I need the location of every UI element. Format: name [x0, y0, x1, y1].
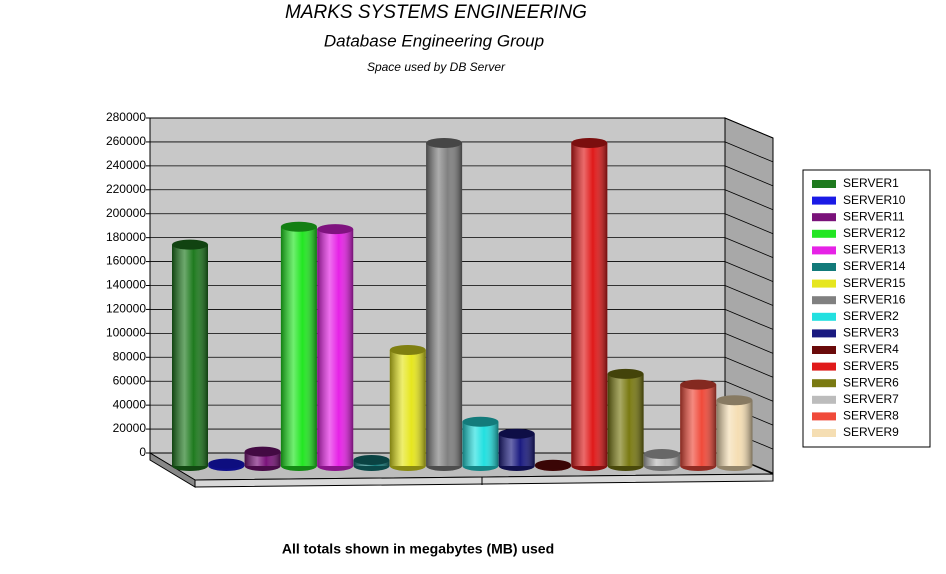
bar-shade [317, 229, 354, 466]
bar-shade [389, 349, 426, 466]
legend-swatch [812, 329, 836, 338]
chart-title: MARKS SYSTEMS ENGINEERING [285, 2, 587, 23]
bar-top [498, 428, 535, 439]
bar-shade [680, 384, 717, 466]
bar-top [208, 458, 245, 469]
legend-label: SERVER9 [843, 425, 899, 439]
legend-swatch [812, 180, 836, 188]
side-grid-line [724, 189, 774, 211]
legend-label: SERVER12 [843, 226, 906, 240]
legend-swatch [812, 412, 836, 421]
legend-swatch [812, 379, 836, 388]
bar-shade [571, 142, 608, 466]
bar-shade [172, 244, 208, 466]
y-tick-label: 40000 [113, 397, 147, 411]
legend-swatch [812, 246, 836, 255]
y-tick-label: 80000 [113, 349, 147, 363]
legend-swatch [812, 263, 836, 271]
y-tick-label: 260000 [106, 134, 146, 148]
bar-shade [607, 373, 644, 466]
y-tick-label: 0 [139, 445, 146, 459]
side-grid-line [724, 237, 774, 259]
bar-top [607, 368, 644, 379]
y-tick-label: 20000 [113, 421, 147, 435]
y-tick-label: 120000 [106, 302, 146, 316]
y-tick-label: 200000 [106, 206, 146, 220]
legend-label: SERVER4 [843, 342, 899, 356]
side-grid-line [724, 309, 774, 330]
legend-label: SERVER6 [843, 375, 899, 389]
legend-label: SERVER8 [843, 409, 899, 423]
bar-top [172, 239, 208, 250]
y-tick-label: 100000 [106, 326, 146, 340]
bar-top [462, 416, 499, 427]
legend-swatch [812, 279, 836, 288]
y-tick-label: 220000 [106, 182, 146, 196]
legend-label: SERVER2 [843, 309, 899, 323]
legend-label: SERVER15 [843, 276, 906, 290]
legend-label: SERVER13 [843, 243, 906, 257]
chart-footer: All totals shown in megabytes (MB) used [282, 541, 554, 557]
legend-swatch [812, 196, 836, 205]
side-grid-line [724, 261, 774, 282]
legend-swatch [812, 429, 836, 437]
legend-swatch [812, 229, 836, 238]
bar-top [426, 137, 463, 148]
bar-top [353, 455, 390, 466]
y-tick-label: 160000 [106, 254, 146, 268]
bar-top [389, 344, 426, 355]
y-tick-label: 240000 [106, 158, 146, 172]
bar-shade [498, 433, 535, 466]
bar-shade [716, 400, 753, 466]
legend-label: SERVER5 [843, 359, 899, 373]
side-grid-line [724, 356, 774, 378]
side-grid-line [724, 141, 774, 163]
y-tick-label: 140000 [106, 278, 146, 292]
legend-swatch [812, 395, 836, 404]
side-grid-line [724, 117, 774, 139]
bar-shade [280, 226, 317, 466]
bar-top [571, 137, 608, 148]
legend-label: SERVER14 [843, 259, 906, 273]
legend-label: SERVER1 [843, 176, 899, 190]
legend-label: SERVER10 [843, 193, 906, 207]
bar-top [680, 379, 717, 390]
side-grid-line [724, 332, 774, 354]
bar-top [643, 449, 680, 460]
chart-subtitle: Database Engineering Group [324, 31, 544, 50]
bar-top [535, 459, 571, 470]
side-grid-line [724, 380, 774, 402]
legend-swatch [812, 346, 836, 354]
bar-top [716, 395, 753, 406]
legend-label: SERVER11 [843, 209, 905, 223]
legend-swatch [812, 213, 836, 222]
legend-swatch [812, 362, 836, 371]
bar-top [317, 224, 354, 235]
bar-top [280, 221, 317, 232]
side-grid-line [724, 285, 774, 306]
y-tick-label: 180000 [106, 230, 146, 244]
legend-label: SERVER7 [843, 392, 899, 406]
bar-top [244, 446, 281, 457]
legend-label: SERVER16 [843, 292, 906, 306]
y-tick-label: 60000 [113, 373, 147, 387]
side-grid-line [724, 165, 774, 187]
y-tick-label: 280000 [106, 110, 146, 124]
bar-shade [462, 421, 499, 466]
chart-caption: Space used by DB Server [367, 60, 506, 74]
legend-swatch [812, 296, 836, 305]
bar-shade [426, 142, 463, 466]
floor-front [194, 473, 774, 488]
legend-label: SERVER3 [843, 326, 899, 340]
side-grid-line [724, 213, 774, 235]
legend-swatch [812, 312, 836, 321]
bar-shade [643, 454, 680, 466]
